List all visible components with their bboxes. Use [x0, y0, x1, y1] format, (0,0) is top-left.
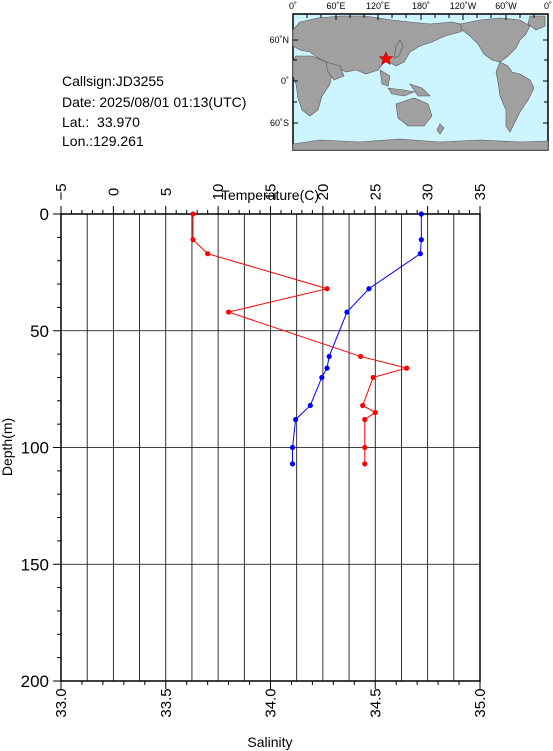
depth-tick-label: 50 — [30, 322, 49, 341]
salinity-point — [372, 409, 378, 416]
temperature-tick-label: 5 — [158, 188, 175, 196]
lat-line: Lat.: 33.970 — [62, 114, 140, 131]
salinity-axis-title: Salinity — [247, 734, 292, 750]
depth-tick-label: 100 — [21, 439, 49, 458]
map-top-label: 0˚ — [544, 1, 552, 11]
temperature-tick-label: 0 — [105, 188, 122, 196]
map-top-label: 60˚W — [495, 1, 517, 11]
temperature-axis-title: Temperature(C) — [221, 187, 319, 203]
salinity-point — [205, 251, 211, 257]
star-icon — [378, 51, 394, 66]
temperature-point — [324, 365, 330, 371]
map-top-label: 0˚ — [289, 1, 297, 11]
map-top-label: 120˚E — [366, 1, 390, 11]
map-land — [292, 15, 549, 151]
salinity-point — [226, 309, 232, 315]
temperature-tick-label: 30 — [420, 184, 437, 201]
map-top-axis: 0˚ 60˚E 120˚E 180˚ 120˚W 60˚W 0˚ — [289, 1, 552, 11]
temperature-point — [366, 286, 372, 292]
temperature-tick-label: 15 — [263, 184, 280, 201]
lon-label: Lon.: — [62, 133, 94, 149]
temperature-tick-label: 10 — [210, 184, 227, 201]
data-series — [190, 211, 424, 467]
callsign-label: Callsign: — [62, 73, 116, 89]
salinity-tick-label: 35.0 — [472, 688, 489, 717]
grid — [61, 214, 480, 681]
map-left-label: 0˚ — [281, 76, 289, 86]
map-top-label: 120˚W — [450, 1, 477, 11]
date-line: Date: 2025/08/01 01:13(UTC) — [62, 94, 246, 111]
location-map: 0˚ 60˚E 120˚E 180˚ 120˚W 60˚W 0˚ 60˚N 0˚… — [269, 1, 552, 151]
map-left-label: 60˚S — [270, 118, 289, 128]
map-ticks — [293, 14, 548, 124]
depth-tick-label: 150 — [21, 555, 49, 574]
lat-label: Lat.: — [62, 114, 90, 130]
axis-ticks — [53, 206, 481, 689]
temperature-point — [289, 461, 296, 467]
salinity-point — [362, 416, 368, 423]
temperature-tick-label: 20 — [315, 184, 332, 201]
temperature-point — [326, 353, 332, 360]
temperature-tick-label: 35 — [472, 184, 489, 201]
map-left-axis: 60˚N 0˚ 60˚S — [269, 35, 289, 128]
salinity-point — [404, 365, 410, 371]
salinity-point — [362, 461, 368, 467]
salinity-point — [190, 237, 196, 243]
lon-value: 129.261 — [93, 133, 144, 149]
temperature-point — [319, 374, 325, 381]
lat-value: 33.970 — [97, 114, 140, 130]
temperature-tick-label: 25 — [367, 184, 384, 201]
lon-line: Lon.: 129.261 — [62, 133, 144, 150]
temperature-tick-label: −5 — [53, 183, 70, 200]
date-value: 2025/08/01 01:13(UTC) — [99, 94, 247, 110]
temperature-point — [417, 251, 423, 257]
salinity-point — [360, 402, 366, 409]
temperature-point — [289, 444, 296, 451]
temperature-point — [344, 309, 350, 315]
salinity-tick-label: 34.5 — [367, 688, 384, 717]
temperature-point — [418, 211, 424, 217]
salinity-tick-label: 33.5 — [158, 688, 175, 717]
salinity-tick-label: 33.0 — [53, 688, 70, 717]
callsign-value: JD3255 — [115, 73, 164, 89]
depth-axis-title: Depth(m) — [0, 418, 15, 476]
temperature-point — [418, 237, 424, 243]
salinity-tick-label: 34.0 — [263, 688, 280, 717]
map-top-label: 60˚E — [326, 1, 345, 11]
map-top-label: 180˚ — [412, 1, 430, 11]
depth-tick-label: 200 — [21, 672, 49, 691]
temperature-profile-line — [291, 214, 422, 464]
salinity-point — [190, 211, 196, 217]
salinity-point — [362, 444, 368, 451]
temperature-point — [307, 402, 313, 409]
temperature-point — [293, 416, 299, 423]
salinity-point — [324, 286, 330, 292]
salinity-profile-line — [192, 214, 409, 464]
date-label: Date: — [62, 94, 96, 110]
callsign-line: Callsign:JD3255 — [62, 73, 164, 90]
salinity-point — [357, 353, 364, 360]
salinity-point — [370, 374, 376, 381]
map-left-label: 60˚N — [269, 35, 289, 45]
depth-tick-label: 0 — [40, 205, 49, 224]
